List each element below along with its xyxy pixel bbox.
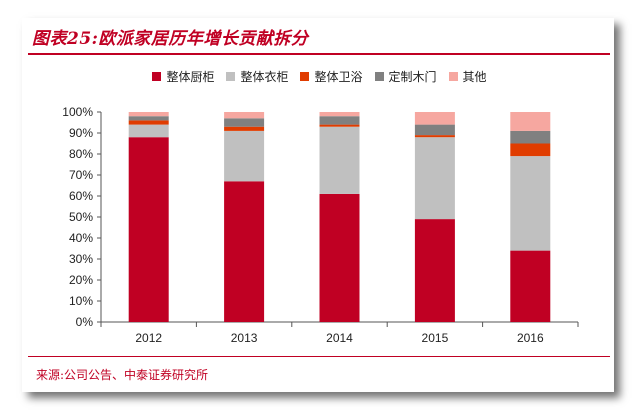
legend-swatch: [448, 72, 458, 81]
y-tick-label: 90%: [69, 126, 93, 140]
y-tick-label: 0%: [76, 315, 94, 329]
y-tick-label: 20%: [69, 273, 93, 287]
x-tick-label: 2015: [422, 331, 449, 345]
x-tick-label: 2012: [135, 331, 162, 345]
legend-swatch: [226, 72, 236, 81]
bar-segment: [128, 112, 169, 117]
chart-title: 图表25:欧派家居历年增长贡献拆分: [32, 29, 309, 49]
legend-item: 整体卫浴: [300, 68, 363, 85]
bar-segment: [224, 181, 265, 322]
bar-segment: [319, 116, 360, 125]
bar-segment: [319, 112, 360, 117]
bar-segment: [224, 118, 265, 127]
legend-label: 整体卫浴: [314, 70, 363, 84]
y-tick-label: 60%: [69, 189, 93, 203]
bar-segment: [319, 124, 360, 127]
source-note: 来源:公司公告、中泰证券研究所: [36, 368, 209, 382]
bar-segment: [510, 156, 551, 251]
bar-segment: [414, 137, 455, 220]
legend-item: 整体衣柜: [226, 68, 288, 85]
bar-segment: [128, 124, 169, 138]
source-divider: [28, 356, 610, 357]
legend-item: 整体厨柜: [152, 68, 214, 85]
title-divider: [28, 53, 610, 55]
y-tick-label: 70%: [69, 168, 93, 182]
legend-label: 定制木门: [388, 70, 437, 84]
legend-label: 整体衣柜: [240, 70, 289, 84]
bar-segment: [414, 219, 455, 322]
bar-segment: [510, 130, 551, 144]
bar-segment: [414, 124, 455, 136]
bar-segment: [414, 112, 455, 125]
y-tick-label: 100%: [62, 105, 93, 119]
chart-legend: 整体厨柜 整体衣柜 整体卫浴 定制木门 其他: [0, 68, 639, 85]
x-tick-label: 2016: [517, 331, 544, 345]
bar-segment: [224, 130, 265, 182]
bar-segment: [319, 126, 360, 194]
bar-segment: [510, 143, 551, 157]
y-tick-label: 50%: [69, 210, 93, 224]
bar-segment: [414, 135, 455, 138]
bar-segment: [128, 116, 169, 121]
bar-segment: [224, 112, 265, 119]
legend-label: 其他: [462, 70, 487, 84]
legend-item: 定制木门: [374, 68, 437, 85]
x-tick-label: 2013: [231, 331, 258, 345]
bar-segment: [319, 193, 360, 322]
legend-label: 整体厨柜: [166, 70, 215, 84]
legend-item: 其他: [448, 68, 487, 85]
bar-segment: [510, 250, 551, 322]
bar-segment: [128, 137, 169, 322]
legend-swatch: [152, 72, 162, 81]
x-tick-label: 2014: [326, 331, 353, 345]
y-tick-label: 40%: [69, 231, 93, 245]
bar-segment: [128, 120, 169, 125]
legend-swatch: [300, 72, 310, 81]
y-tick-label: 10%: [69, 294, 93, 308]
legend-swatch: [374, 72, 384, 81]
y-tick-label: 30%: [69, 252, 93, 266]
bar-segment: [224, 126, 265, 131]
bar-segment: [510, 112, 551, 131]
y-tick-label: 80%: [69, 147, 93, 161]
